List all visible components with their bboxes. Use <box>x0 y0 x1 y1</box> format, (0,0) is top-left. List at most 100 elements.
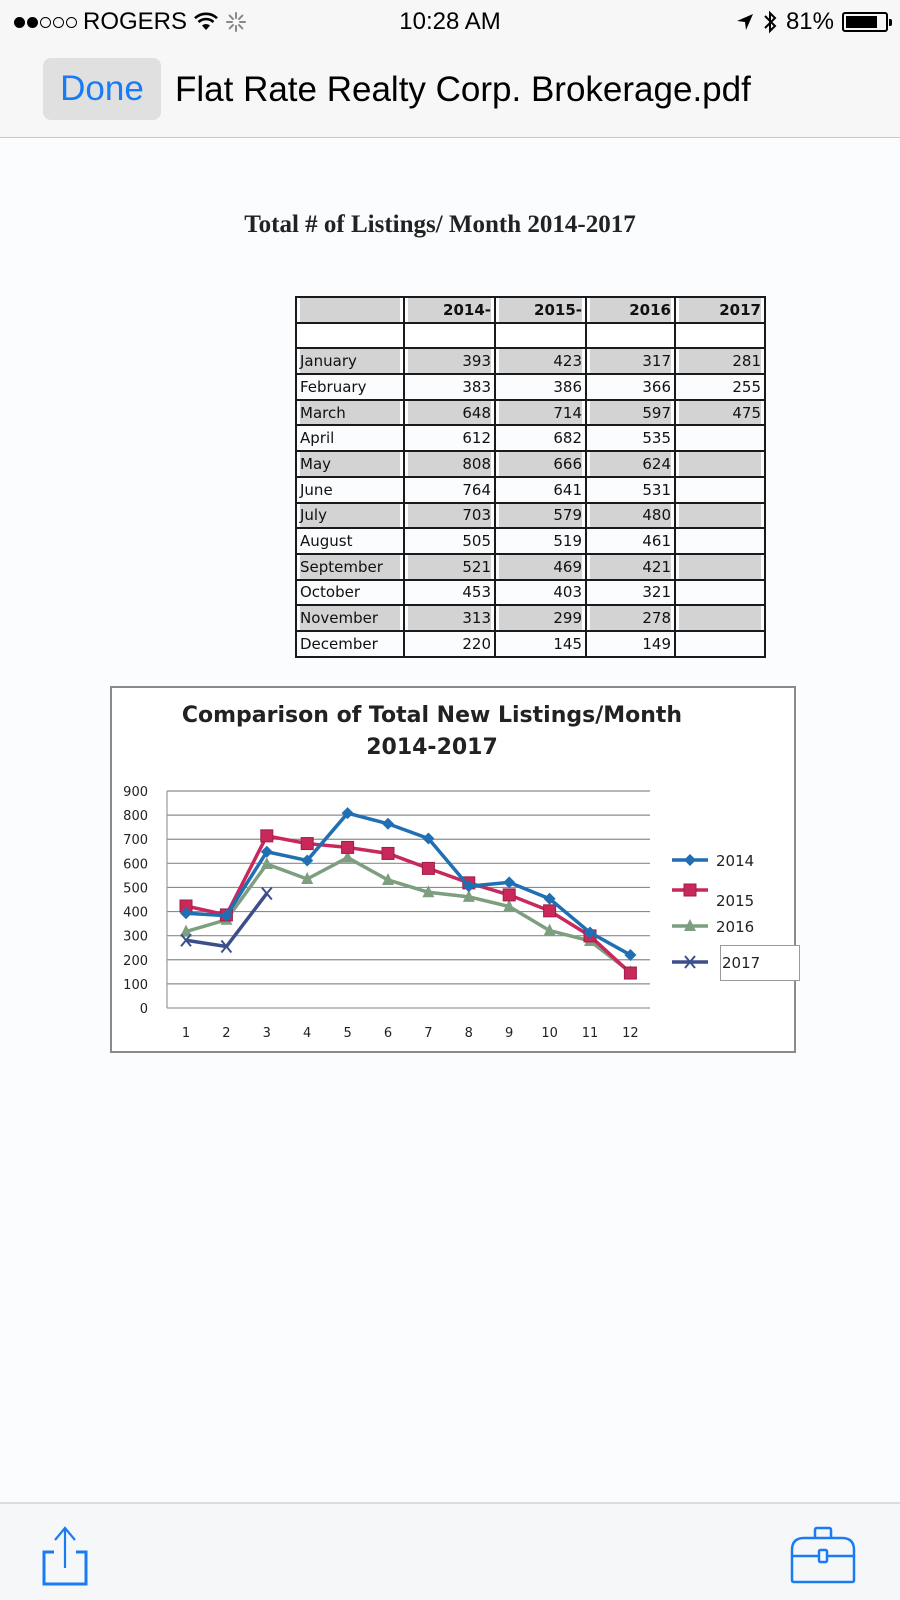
series-2016 <box>180 850 637 978</box>
series-2014 <box>180 807 637 961</box>
value-2014-cell: 383 <box>403 373 496 401</box>
month-cell: January <box>295 347 405 376</box>
value-2016-cell: 421 <box>585 552 676 581</box>
value-2014-cell: 648 <box>403 398 496 427</box>
value-2016-cell: 321 <box>585 578 676 607</box>
value-2015-cell: 423 <box>494 347 587 376</box>
table-row: May 808 666 624 <box>295 450 766 478</box>
table-row: January 393 423 317 281 <box>295 347 766 376</box>
value-2016-cell: 278 <box>585 604 676 632</box>
value-2015-cell: 469 <box>494 552 587 581</box>
value-2017-cell: 475 <box>674 398 766 427</box>
navigation-bar: Done Flat Rate Realty Corp. Brokerage.pd… <box>0 44 900 138</box>
value-2014-cell: 505 <box>403 527 496 555</box>
activity-spinner-icon <box>226 12 247 32</box>
value-2017-cell <box>674 578 766 607</box>
table-row: August 505 519 461 <box>295 527 766 555</box>
value-2017-cell <box>674 501 766 530</box>
value-2014-cell: 521 <box>403 552 496 581</box>
pdf-page[interactable]: Total # of Listings/ Month 2014-2017 201… <box>0 139 900 1502</box>
value-2017-cell: 255 <box>674 373 766 401</box>
bluetooth-icon <box>764 10 777 34</box>
value-2015-cell: 666 <box>494 450 587 478</box>
table-row: February 383 386 366 255 <box>295 373 766 401</box>
svg-text:2015: 2015 <box>716 892 754 910</box>
chart-title-line-2: 2014-2017 <box>366 735 498 760</box>
value-2017-cell <box>674 552 766 581</box>
done-button[interactable]: Done <box>43 58 161 120</box>
value-2016-cell: 597 <box>585 398 676 427</box>
x-tick-label: 4 <box>303 1026 311 1041</box>
table-header-2017: 2017 <box>674 296 766 324</box>
value-2015-cell: 386 <box>494 373 587 401</box>
value-2016-cell: 480 <box>585 501 676 530</box>
table-header-2016: 2016 <box>585 296 676 324</box>
value-2016-cell: 624 <box>585 450 676 478</box>
value-2015-cell: 714 <box>494 398 587 427</box>
value-2017-cell <box>674 604 766 632</box>
toolbox-icon[interactable] <box>788 1526 858 1586</box>
x-tick-label: 1 <box>182 1026 190 1041</box>
wifi-icon <box>194 12 218 30</box>
line-chart: Comparison of Total New Listings/Month 2… <box>110 686 800 1053</box>
table-row: November 313 299 278 <box>295 604 766 632</box>
table-header-2015: 2015- <box>494 296 587 324</box>
value-2015-cell: 145 <box>494 629 587 658</box>
svg-text:2017: 2017 <box>722 954 760 972</box>
location-arrow-icon <box>736 14 753 30</box>
svg-text:2014: 2014 <box>716 852 754 870</box>
legend-2017-box <box>720 945 800 981</box>
chart-title: Comparison of Total New Listings/Month 2… <box>112 700 752 764</box>
y-tick-label: 400 <box>123 906 148 921</box>
value-2015-cell: 519 <box>494 527 587 555</box>
value-2014-cell: 612 <box>403 424 496 453</box>
value-2015-cell: 579 <box>494 501 587 530</box>
value-2015-cell: 403 <box>494 578 587 607</box>
month-cell: November <box>295 604 405 632</box>
series-2015 <box>179 829 637 980</box>
value-2016-cell: 149 <box>585 629 676 658</box>
table-row: June 764 641 531 <box>295 475 766 504</box>
value-2015-cell: 682 <box>494 424 587 453</box>
series-2017 <box>180 886 273 954</box>
status-right: 81% <box>736 8 892 36</box>
carrier-name: ROGERS <box>83 8 188 35</box>
table-header-blank <box>295 296 405 324</box>
table-row: December 220 145 149 <box>295 629 766 658</box>
value-2014-cell: 313 <box>403 604 496 632</box>
value-2014-cell: 220 <box>403 629 496 658</box>
x-tick-label: 5 <box>343 1026 351 1041</box>
table-row: April 612 682 535 <box>295 424 766 453</box>
y-tick-label: 800 <box>123 809 148 824</box>
value-2017-cell <box>674 629 766 658</box>
y-tick-label: 700 <box>123 833 148 848</box>
bottom-toolbar <box>0 1502 900 1600</box>
month-cell: April <box>295 424 405 453</box>
value-2017-cell <box>674 450 766 478</box>
value-2016-cell: 317 <box>585 347 676 376</box>
battery-icon <box>842 12 892 32</box>
table-header-2014: 2014- <box>403 296 496 324</box>
value-2017-cell <box>674 424 766 453</box>
table-row: July 703 579 480 <box>295 501 766 530</box>
y-tick-label: 200 <box>123 954 148 969</box>
month-cell: March <box>295 398 405 427</box>
legend-item-2016: 2016 <box>672 918 754 936</box>
table-body: January 393 423 317 281 February 383 386 366 255 M… <box>295 347 766 658</box>
value-2016-cell: 461 <box>585 527 676 555</box>
value-2017-cell <box>674 527 766 555</box>
table-row: March 648 714 597 475 <box>295 398 766 427</box>
status-time: 10:28 AM <box>399 8 501 35</box>
table-row: September 521 469 421 <box>295 552 766 581</box>
value-2015-cell: 641 <box>494 475 587 504</box>
table-header-row: 2014- 2015- 2016 2017 <box>295 296 766 324</box>
legend-item-2017: 2017 <box>672 954 760 972</box>
y-tick-label: 500 <box>123 881 148 896</box>
month-cell: October <box>295 578 405 607</box>
battery-percent: 81% <box>785 8 834 35</box>
x-tick-label: 2 <box>222 1026 230 1041</box>
month-cell: June <box>295 475 405 504</box>
share-icon[interactable] <box>40 1522 90 1588</box>
x-tick-label: 7 <box>424 1026 432 1041</box>
